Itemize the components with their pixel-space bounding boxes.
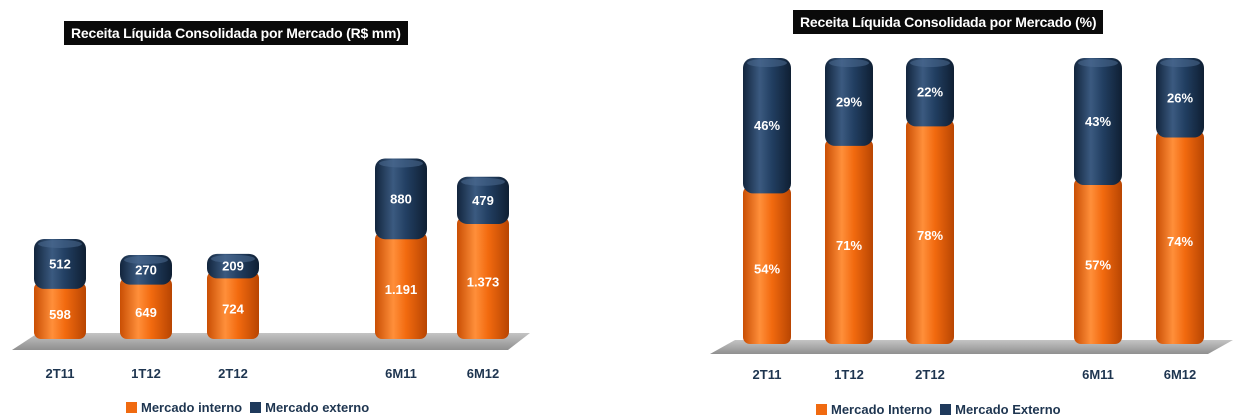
bar-segment-mercado-externo-6m11 (375, 158, 427, 240)
bar-top-highlight (461, 177, 505, 186)
data-label-mercado-externo-2t11: 46% (754, 118, 780, 133)
bar-top-highlight (379, 159, 423, 168)
data-label-mercado-externo-2t12: 22% (917, 85, 943, 100)
bar-segment-mercado-interno-6m12 (457, 216, 509, 339)
bar-segment-mercado-interno-6m11 (1074, 177, 1122, 344)
data-label-mercado-interno-2t11: 598 (49, 307, 71, 322)
x-tick-label-6m12: 6M12 (467, 366, 500, 381)
legend-item-mercado-externo: Mercado externo (250, 400, 369, 415)
bar-segment-mercado-interno-2t12 (207, 271, 259, 339)
legend-label: Mercado Externo (955, 402, 1061, 416)
data-label-mercado-externo-1t12: 29% (836, 94, 862, 109)
chart-panel-revenue-percent: Receita Líquida Consolidada por Mercado … (680, 0, 1233, 416)
bar-segment-mercado-externo-2t12 (906, 58, 954, 127)
legend-label: Mercado Interno (831, 402, 933, 416)
bar-segment-mercado-interno-2t11 (34, 281, 86, 339)
data-label-mercado-externo-6m11: 43% (1085, 114, 1111, 129)
bar-segment-mercado-interno-2t12 (906, 119, 954, 344)
bar-top-highlight (829, 59, 869, 67)
bar-segment-mercado-interno-6m12 (1156, 130, 1204, 344)
data-label-mercado-interno-1t12: 649 (135, 305, 157, 320)
legend-label: Mercado interno (141, 400, 243, 415)
bar-top-highlight (910, 59, 950, 67)
x-tick-label-6m12: 6M12 (1164, 367, 1197, 382)
bar-top-highlight (38, 239, 82, 248)
legend-swatch-mercado-externo (250, 402, 262, 413)
legend-swatch-mercado-interno (816, 404, 827, 415)
data-label-mercado-externo-6m12: 26% (1167, 90, 1193, 105)
x-tick-label-6m11: 6M11 (385, 366, 417, 381)
bar-top-highlight (747, 59, 787, 67)
bar-top-highlight (1160, 59, 1200, 67)
bar-segment-mercado-interno-1t12 (825, 138, 873, 344)
bar-segment-mercado-externo-2t11 (34, 238, 86, 289)
data-label-mercado-externo-6m11: 880 (390, 191, 412, 206)
data-label-mercado-interno-1t12: 71% (836, 238, 862, 253)
bar-chart-revenue-percent: 54% 46% 2T11 71% 29% 1T12 78% 22% 2T12 57% 43% 6M11… (710, 58, 1233, 382)
bar-segment-mercado-interno-2t11 (743, 186, 791, 344)
legend-item-mercado-interno: Mercado interno (126, 400, 242, 415)
data-label-mercado-externo-2t12: 209 (222, 259, 244, 274)
bar-segment-mercado-interno-1t12 (120, 277, 172, 339)
bar-chart-revenue-mm: 598 512 2T11 649 270 1T12 724 209 2T12 1.191 880 6M… (12, 158, 530, 381)
data-label-mercado-externo-6m12: 479 (472, 193, 494, 208)
bar-top-highlight (211, 254, 255, 263)
x-tick-label-2t12: 2T12 (915, 367, 945, 382)
legend-label: Mercado externo (265, 400, 370, 415)
data-label-mercado-externo-1t12: 270 (135, 262, 157, 277)
chart-legend: Mercado Interno Mercado Externo (816, 402, 1061, 416)
x-tick-label-6m11: 6M11 (1082, 367, 1114, 382)
bar-top-highlight (1078, 59, 1118, 67)
data-label-mercado-interno-2t12: 78% (917, 228, 943, 243)
data-label-mercado-interno-6m11: 57% (1085, 257, 1111, 272)
chart-legend: Mercado interno Mercado externo (126, 400, 369, 415)
chart-floor (12, 333, 530, 350)
legend-swatch-mercado-externo (940, 404, 952, 415)
bar-segment-mercado-externo-2t11 (743, 58, 791, 194)
legend-item-mercado-interno: Mercado Interno (816, 402, 932, 416)
bar-segment-mercado-externo-1t12 (825, 58, 873, 146)
legend-item-mercado-externo: Mercado Externo (940, 402, 1061, 416)
data-label-mercado-interno-6m12: 1.373 (467, 274, 500, 289)
bar-segment-mercado-interno-6m11 (375, 232, 427, 339)
bar-segment-mercado-externo-6m11 (1074, 58, 1122, 185)
legend-swatch-mercado-interno (126, 402, 137, 413)
data-label-mercado-interno-2t12: 724 (222, 302, 244, 317)
chart-title: Receita Líquida Consolidada por Mercado … (64, 21, 408, 45)
data-label-mercado-interno-6m11: 1.191 (385, 282, 418, 297)
x-tick-label-1t12: 1T12 (131, 366, 161, 381)
bar-segment-mercado-externo-6m12 (457, 176, 509, 224)
data-label-mercado-interno-2t11: 54% (754, 262, 780, 277)
x-tick-label-2t11: 2T11 (753, 367, 782, 382)
data-label-mercado-interno-6m12: 74% (1167, 234, 1193, 249)
data-label-mercado-externo-2t11: 512 (49, 256, 71, 271)
chart-title: Receita Líquida Consolidada por Mercado … (793, 10, 1104, 34)
bar-segment-mercado-externo-6m12 (1156, 58, 1204, 138)
x-tick-label-2t12: 2T12 (218, 366, 248, 381)
bar-top-highlight (124, 255, 168, 264)
x-tick-label-1t12: 1T12 (834, 367, 864, 382)
x-tick-label-2t11: 2T11 (46, 366, 75, 381)
chart-panel-revenue-mm: Receita Líquida Consolidada por Mercado … (0, 0, 600, 416)
